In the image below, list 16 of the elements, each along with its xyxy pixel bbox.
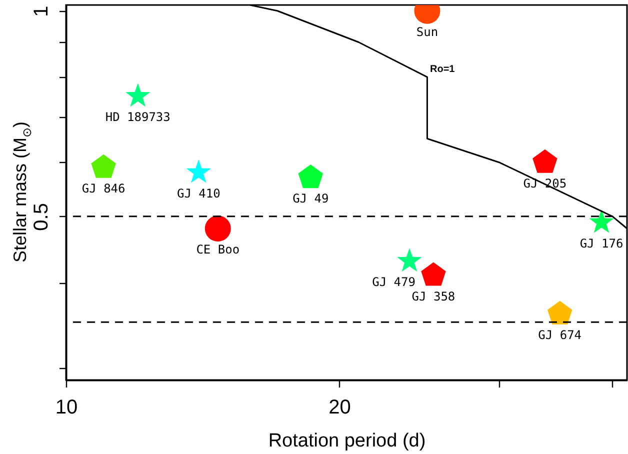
x-axis-title: Rotation period (d) xyxy=(268,430,426,452)
series-label: GJ 674 xyxy=(538,328,582,342)
x-tick-label: 10 xyxy=(55,396,78,418)
y-tick-label: 0.5 xyxy=(30,203,52,231)
series-label: GJ 49 xyxy=(292,192,329,206)
series-label: Sun xyxy=(416,24,438,39)
series-label: GJ 846 xyxy=(82,181,126,196)
annotation: Ro=1 xyxy=(430,64,456,75)
series-label: HD 189733 xyxy=(105,110,170,124)
series-label: CE Boo xyxy=(196,242,240,257)
series-label: GJ 410 xyxy=(176,186,220,200)
series-label: GJ 176 xyxy=(580,236,624,250)
y-tick-label: 1 xyxy=(30,6,52,17)
series-label: GJ 479 xyxy=(372,275,416,290)
series-label: GJ 358 xyxy=(412,289,456,304)
x-tick-label: 20 xyxy=(328,396,351,418)
